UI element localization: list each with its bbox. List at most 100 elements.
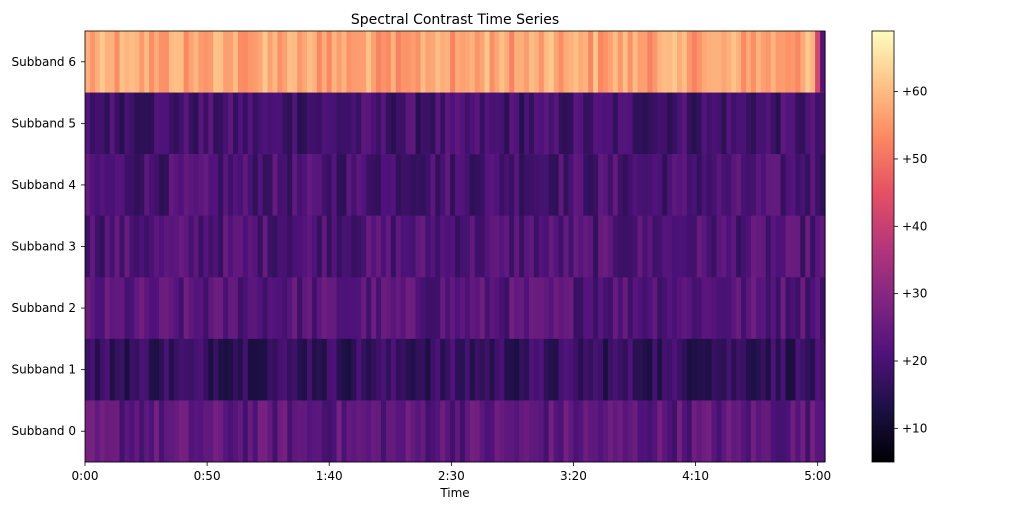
heatmap-cell [247, 31, 254, 93]
heatmap-cell [721, 277, 727, 340]
heatmap-cell [455, 277, 461, 340]
x-axis-label: Time [439, 486, 469, 500]
heatmap-cell [607, 92, 614, 155]
heatmap-cell [336, 154, 343, 217]
heatmap-cell [681, 338, 688, 401]
heatmap-cell [144, 277, 150, 340]
heatmap-cell [242, 92, 249, 155]
heatmap-cell [302, 338, 308, 401]
heatmap-cell [820, 338, 826, 401]
heatmap-cell [139, 338, 145, 401]
heatmap-cell [489, 338, 496, 401]
heatmap-cell [104, 215, 111, 278]
heatmap-cell [252, 92, 259, 155]
heatmap-cell [228, 154, 234, 217]
heatmap-cell [642, 31, 648, 93]
heatmap-cell [223, 338, 229, 401]
heatmap-cell [193, 338, 200, 401]
heatmap-cell [612, 92, 619, 155]
heatmap-cell [691, 277, 698, 340]
heatmap-cell [760, 215, 767, 278]
heatmap-cell [237, 215, 244, 278]
heatmap-cell [218, 400, 224, 463]
heatmap-cell [637, 154, 644, 217]
heatmap-cell [519, 92, 525, 155]
heatmap-cell [361, 338, 367, 401]
heatmap-cell [124, 338, 130, 401]
heatmap-cell [430, 154, 436, 217]
heatmap-cell [163, 277, 170, 340]
heatmap-cell [701, 338, 708, 401]
heatmap-cell [178, 338, 185, 401]
heatmap-cell [139, 215, 145, 278]
heatmap-cell [154, 215, 160, 278]
heatmap-cell [331, 92, 338, 155]
heatmap-cell [351, 400, 357, 463]
heatmap-cell [612, 215, 619, 278]
heatmap-cell [820, 154, 826, 217]
heatmap-cell [820, 277, 826, 340]
heatmap-cell [341, 92, 348, 155]
heatmap-cell [242, 277, 249, 340]
heatmap-cell [681, 277, 688, 340]
heatmap-cell [262, 215, 269, 278]
heatmap-cell [474, 154, 481, 217]
heatmap-cell [307, 215, 313, 278]
heatmap-cell [519, 31, 525, 93]
heatmap-cell [533, 338, 540, 401]
heatmap-cell [198, 154, 204, 217]
heatmap-cell [247, 338, 254, 401]
heatmap-cell [361, 31, 367, 93]
heatmap-cell [677, 277, 683, 340]
heatmap-cell [420, 31, 426, 93]
colorbar-gradient [871, 30, 895, 463]
heatmap-cell [430, 31, 436, 93]
heatmap-cell [321, 154, 328, 217]
heatmap-cell [553, 400, 560, 463]
heatmap-cell [430, 338, 436, 401]
heatmap-cell [425, 31, 431, 93]
heatmap-cell [553, 215, 560, 278]
heatmap-cell [642, 154, 648, 217]
heatmap-cell [109, 277, 116, 340]
heatmap-cell [731, 92, 737, 155]
heatmap-cell [223, 92, 229, 155]
heatmap-cell [760, 154, 767, 217]
heatmap-cell [810, 338, 816, 401]
heatmap-cell [529, 338, 535, 401]
heatmap-cell [524, 400, 530, 463]
heatmap-cell [533, 400, 540, 463]
heatmap-cell [563, 31, 570, 93]
heatmap-cell [119, 215, 126, 278]
heatmap-cell [435, 400, 441, 463]
heatmap-cell [529, 31, 535, 93]
heatmap-cell [420, 400, 426, 463]
heatmap-cell [208, 277, 214, 340]
heatmap-cell [499, 92, 505, 155]
heatmap-cell [489, 154, 496, 217]
heatmap-cell [188, 400, 195, 463]
heatmap-cell [218, 92, 224, 155]
heatmap-cell [420, 277, 426, 340]
heatmap-cell [603, 215, 609, 278]
heatmap-cell [183, 400, 190, 463]
heatmap-cell [159, 92, 165, 155]
heatmap-cell [770, 277, 777, 340]
colorbar-tick-label: +30 [902, 287, 927, 301]
heatmap-cell [326, 400, 333, 463]
heatmap-cell [425, 215, 431, 278]
heatmap-cell [267, 400, 274, 463]
heatmap-cell [198, 31, 204, 93]
heatmap-cell [627, 277, 634, 340]
heatmap-cell [494, 338, 500, 401]
heatmap-cell [815, 215, 821, 278]
heatmap-cell [583, 215, 589, 278]
heatmap-cell [716, 215, 722, 278]
heatmap-cell [154, 154, 160, 217]
heatmap-cell [208, 338, 214, 401]
heatmap-cell [489, 400, 496, 463]
heatmap-cell [228, 400, 234, 463]
heatmap-cell [395, 400, 402, 463]
heatmap-cell [371, 92, 377, 155]
heatmap-cell [282, 277, 288, 340]
